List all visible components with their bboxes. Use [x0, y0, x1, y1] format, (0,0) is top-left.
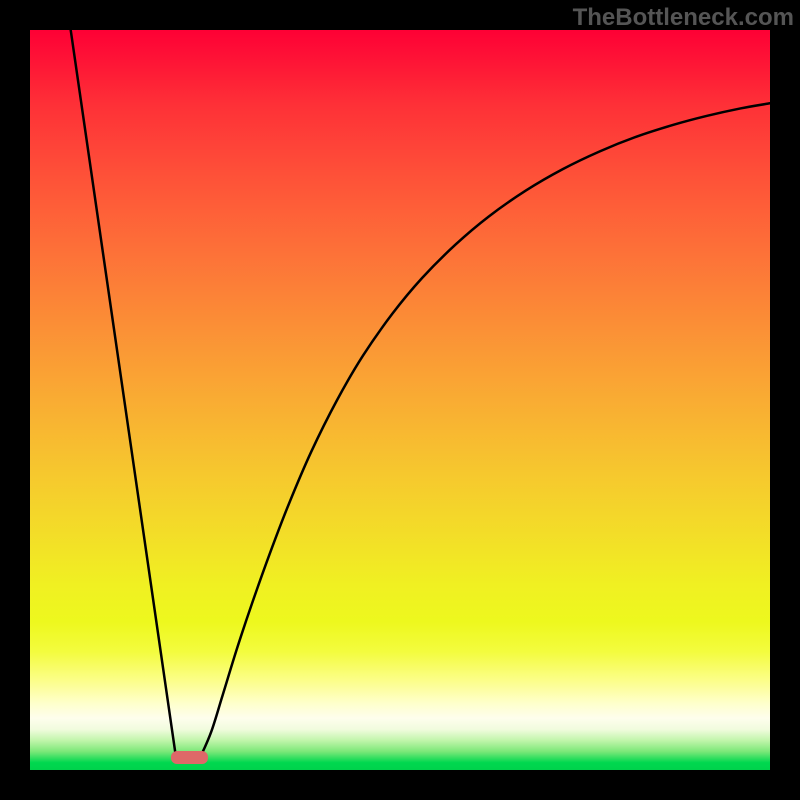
- chart-svg: [30, 30, 770, 770]
- minimum-marker: [171, 751, 208, 764]
- gradient-background: [30, 30, 770, 770]
- watermark-text: TheBottleneck.com: [573, 4, 794, 32]
- plot-area: [30, 30, 770, 770]
- chart-frame: TheBottleneck.com: [0, 0, 800, 800]
